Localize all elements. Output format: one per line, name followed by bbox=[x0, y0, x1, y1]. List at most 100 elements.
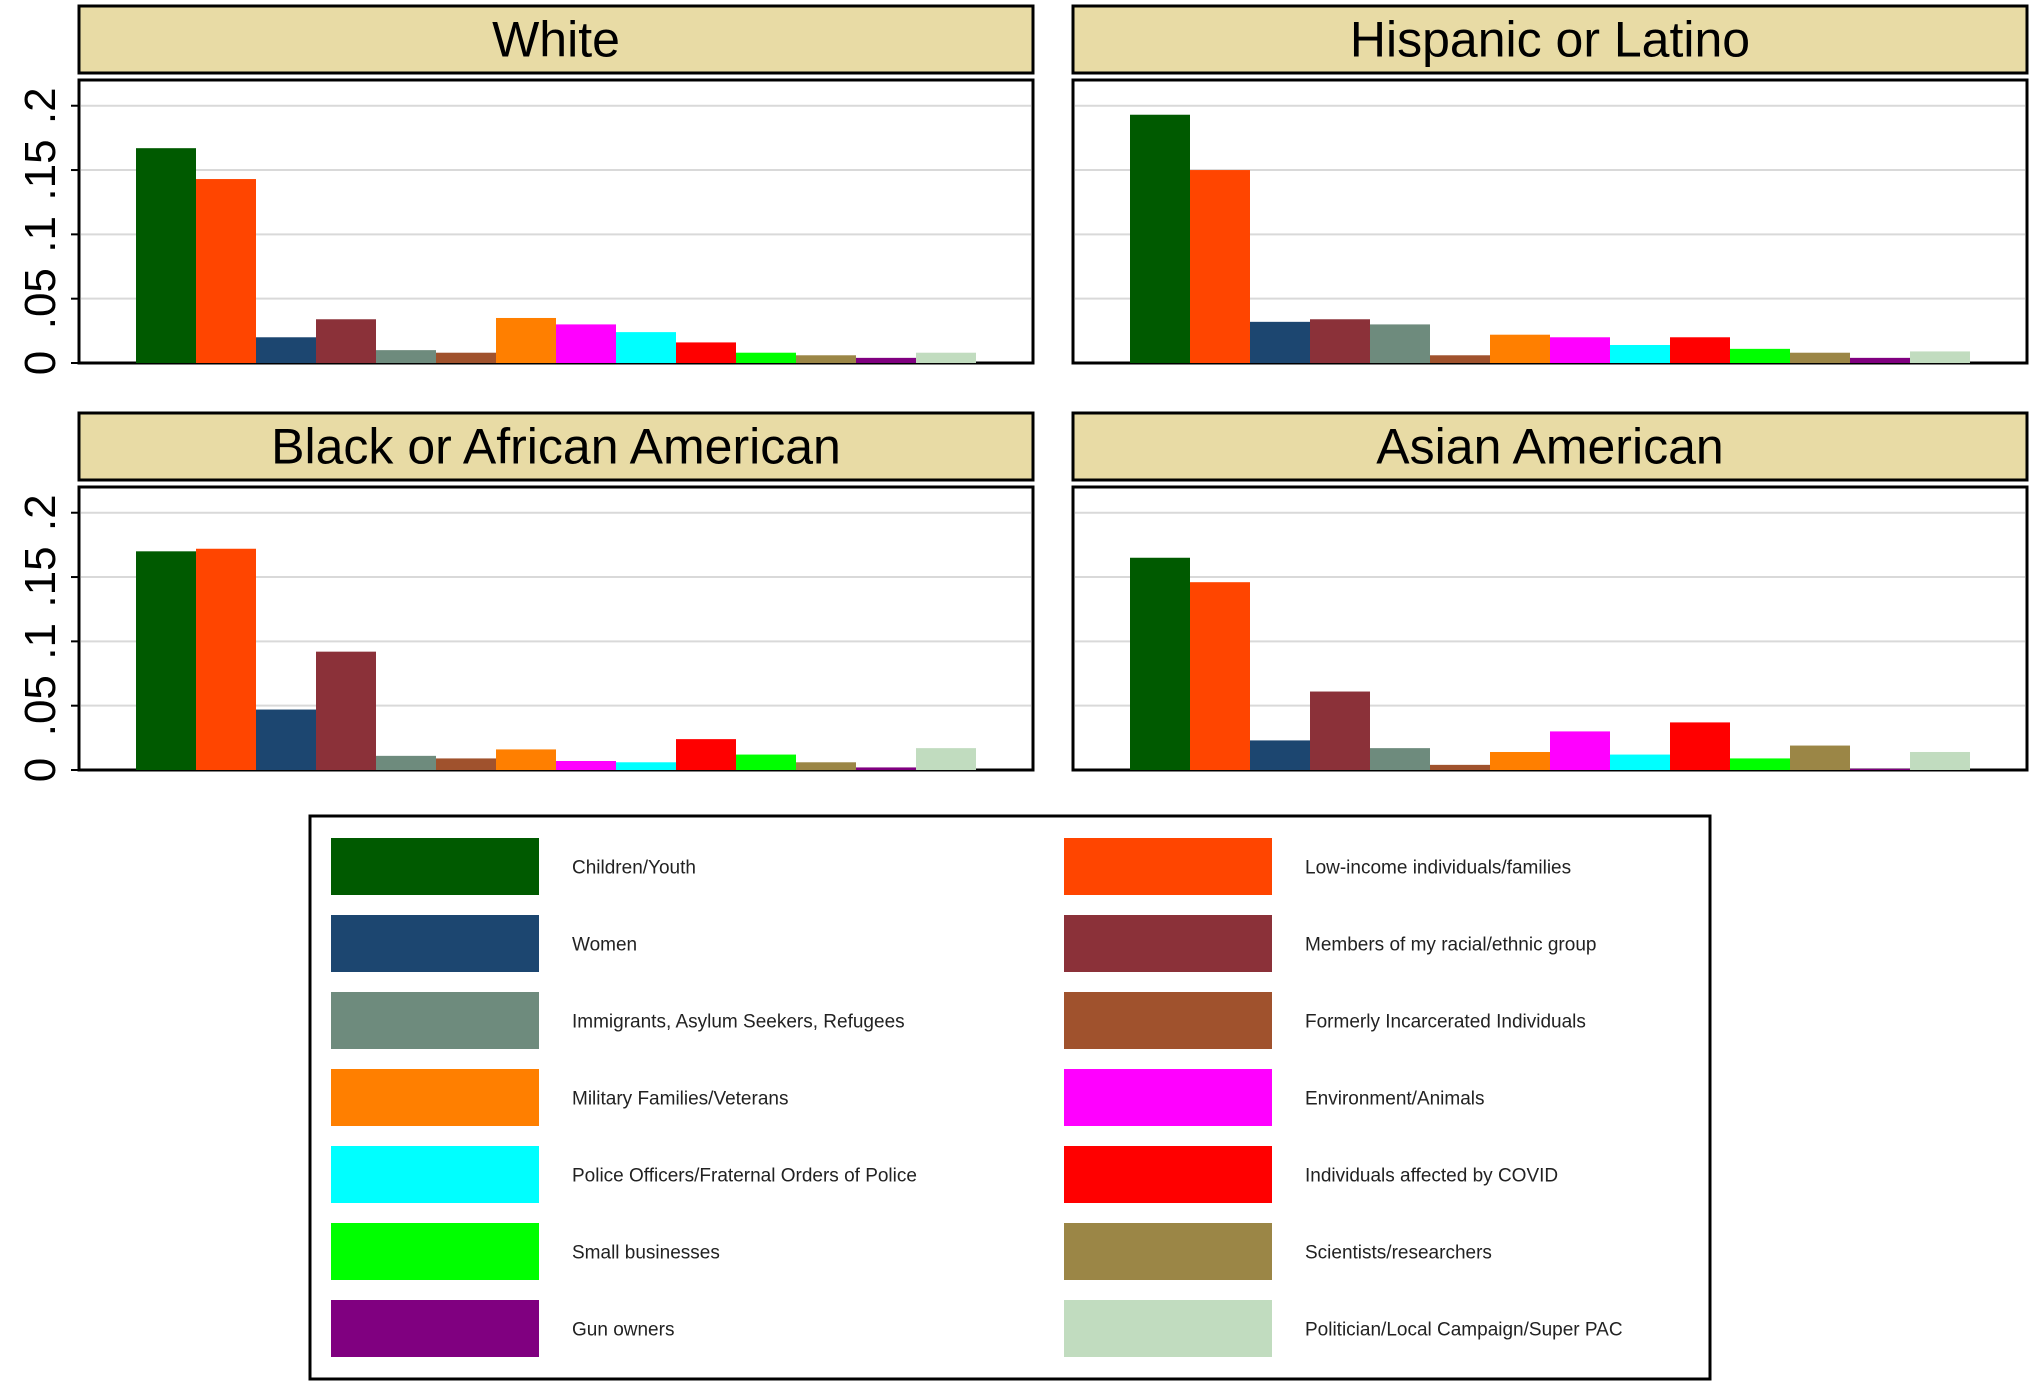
bar-women bbox=[1250, 740, 1310, 770]
y-tick-label: .15 bbox=[16, 139, 65, 200]
bar-immigrants-asylum-seekers-refugees bbox=[1370, 748, 1430, 770]
legend-swatch-military-families-veterans bbox=[331, 1069, 539, 1126]
bar-politician-local-campaign-super-pac bbox=[1910, 751, 1970, 770]
panel-header bbox=[1071, 4, 2029, 75]
legend-label-low-income-individuals-families: Low-income individuals/families bbox=[1305, 858, 1571, 879]
y-tick-label: .05 bbox=[16, 675, 65, 736]
bar-formerly-incarcerated-individuals bbox=[436, 758, 496, 770]
bar-formerly-incarcerated-individuals bbox=[436, 352, 496, 363]
bar-children-youth bbox=[1130, 557, 1190, 770]
bar-small-businesses bbox=[1730, 348, 1790, 363]
bar-gun-owners bbox=[1850, 357, 1910, 363]
y-tick-label: .1 bbox=[16, 216, 65, 253]
panel-title: Hispanic or Latino bbox=[1350, 12, 1750, 68]
bar-scientists-researchers bbox=[1790, 352, 1850, 363]
legend-label-members-of-my-racial-ethnic-group: Members of my racial/ethnic group bbox=[1305, 935, 1596, 956]
bar-members-of-my-racial-ethnic-group bbox=[1310, 691, 1370, 770]
bar-small-businesses bbox=[736, 352, 796, 363]
legend-swatch-gun-owners bbox=[331, 1300, 539, 1357]
bar-low-income-individuals-families bbox=[196, 548, 256, 770]
bar-women bbox=[1250, 321, 1310, 363]
bar-military-families-veterans bbox=[496, 317, 556, 363]
legend-swatch-low-income-individuals-families bbox=[1064, 838, 1272, 895]
legend-swatch-members-of-my-racial-ethnic-group bbox=[1064, 915, 1272, 972]
legend: Children/Youth Low-income individuals/fam… bbox=[308, 814, 1712, 1381]
bar-low-income-individuals-families bbox=[196, 179, 256, 363]
bar-women bbox=[256, 337, 316, 363]
legend-label-military-families-veterans: Military Families/Veterans bbox=[572, 1089, 788, 1110]
y-tick-label: 0 bbox=[16, 758, 65, 782]
legend-swatch-scientists-researchers bbox=[1064, 1223, 1272, 1280]
panel-title: White bbox=[492, 12, 620, 68]
bar-children-youth bbox=[136, 148, 196, 363]
bar-small-businesses bbox=[1730, 758, 1790, 770]
bar-gun-owners bbox=[1850, 768, 1910, 770]
legend-label-environment-animals: Environment/Animals bbox=[1305, 1089, 1485, 1110]
legend-label-gun-owners: Gun owners bbox=[572, 1320, 674, 1341]
bar-military-families-veterans bbox=[1490, 334, 1550, 363]
bar-politician-local-campaign-super-pac bbox=[1910, 351, 1970, 363]
y-tick-label: .2 bbox=[16, 494, 65, 531]
bar-members-of-my-racial-ethnic-group bbox=[316, 319, 376, 363]
legend-swatch-immigrants-asylum-seekers-refugees bbox=[331, 992, 539, 1049]
bar-low-income-individuals-families bbox=[1190, 582, 1250, 770]
bar-politician-local-campaign-super-pac bbox=[916, 748, 976, 770]
y-tick-label: .15 bbox=[16, 546, 65, 607]
bar-individuals-affected-by-covid bbox=[676, 342, 736, 363]
panel-black-or-african-american: Black or African American 0 .05 .1 .15 .2 bbox=[16, 411, 1035, 782]
bar-environment-animals bbox=[556, 760, 616, 770]
bar-children-youth bbox=[136, 551, 196, 770]
bar-immigrants-asylum-seekers-refugees bbox=[1370, 324, 1430, 363]
bar-individuals-affected-by-covid bbox=[676, 739, 736, 770]
bar-police-officers-fraternal-orders-of-police bbox=[616, 332, 676, 363]
y-tick-label: 0 bbox=[16, 351, 65, 375]
legend-swatch-women bbox=[331, 915, 539, 972]
bar-women bbox=[256, 709, 316, 770]
bar-environment-animals bbox=[556, 324, 616, 363]
legend-label-women: Women bbox=[572, 935, 637, 956]
legend-label-individuals-affected-by-covid: Individuals affected by COVID bbox=[1305, 1166, 1558, 1187]
bar-gun-owners bbox=[856, 767, 916, 770]
legend-box bbox=[308, 814, 1712, 1381]
legend-label-police-officers-fraternal-orders-of-police: Police Officers/Fraternal Orders of Poli… bbox=[572, 1166, 917, 1187]
panel-title: Asian American bbox=[1376, 419, 1723, 475]
legend-label-scientists-researchers: Scientists/researchers bbox=[1305, 1243, 1492, 1264]
bar-environment-animals bbox=[1550, 337, 1610, 363]
panel-header bbox=[1071, 411, 2029, 482]
bar-military-families-veterans bbox=[496, 749, 556, 770]
panel-white: White 0 .05 .1 .15 .2 bbox=[16, 4, 1035, 375]
bar-police-officers-fraternal-orders-of-police bbox=[1610, 754, 1670, 770]
legend-swatch-small-businesses bbox=[331, 1223, 539, 1280]
bar-environment-animals bbox=[1550, 731, 1610, 770]
bar-children-youth bbox=[1130, 114, 1190, 364]
legend-label-formerly-incarcerated-individuals: Formerly Incarcerated Individuals bbox=[1305, 1012, 1586, 1033]
bar-immigrants-asylum-seekers-refugees bbox=[376, 755, 436, 770]
bar-scientists-researchers bbox=[1790, 745, 1850, 770]
panel-asian-american: Asian American bbox=[1071, 411, 2029, 772]
bar-individuals-affected-by-covid bbox=[1670, 337, 1730, 363]
bar-scientists-researchers bbox=[796, 355, 856, 363]
bar-members-of-my-racial-ethnic-group bbox=[316, 651, 376, 770]
panel-header bbox=[77, 4, 1035, 75]
legend-label-children-youth: Children/Youth bbox=[572, 858, 696, 879]
legend-swatch-politician-local-campaign-super-pac bbox=[1064, 1300, 1272, 1357]
bar-police-officers-fraternal-orders-of-police bbox=[1610, 344, 1670, 363]
panel-title: Black or African American bbox=[271, 419, 841, 475]
bar-low-income-individuals-families bbox=[1190, 170, 1250, 363]
bar-formerly-incarcerated-individuals bbox=[1430, 355, 1490, 363]
y-tick-label: .1 bbox=[16, 623, 65, 660]
legend-label-small-businesses: Small businesses bbox=[572, 1243, 720, 1264]
legend-swatch-children-youth bbox=[331, 838, 539, 895]
bar-politician-local-campaign-super-pac bbox=[916, 352, 976, 363]
legend-swatch-police-officers-fraternal-orders-of-police bbox=[331, 1146, 539, 1203]
bar-police-officers-fraternal-orders-of-police bbox=[616, 762, 676, 770]
panel-header bbox=[77, 411, 1035, 482]
bar-members-of-my-racial-ethnic-group bbox=[1310, 319, 1370, 363]
bar-small-businesses bbox=[736, 754, 796, 770]
bar-immigrants-asylum-seekers-refugees bbox=[376, 350, 436, 363]
legend-label-immigrants-asylum-seekers-refugees: Immigrants, Asylum Seekers, Refugees bbox=[572, 1012, 905, 1033]
y-tick-label: .05 bbox=[16, 268, 65, 329]
legend-swatch-formerly-incarcerated-individuals bbox=[1064, 992, 1272, 1049]
bar-gun-owners bbox=[856, 357, 916, 363]
